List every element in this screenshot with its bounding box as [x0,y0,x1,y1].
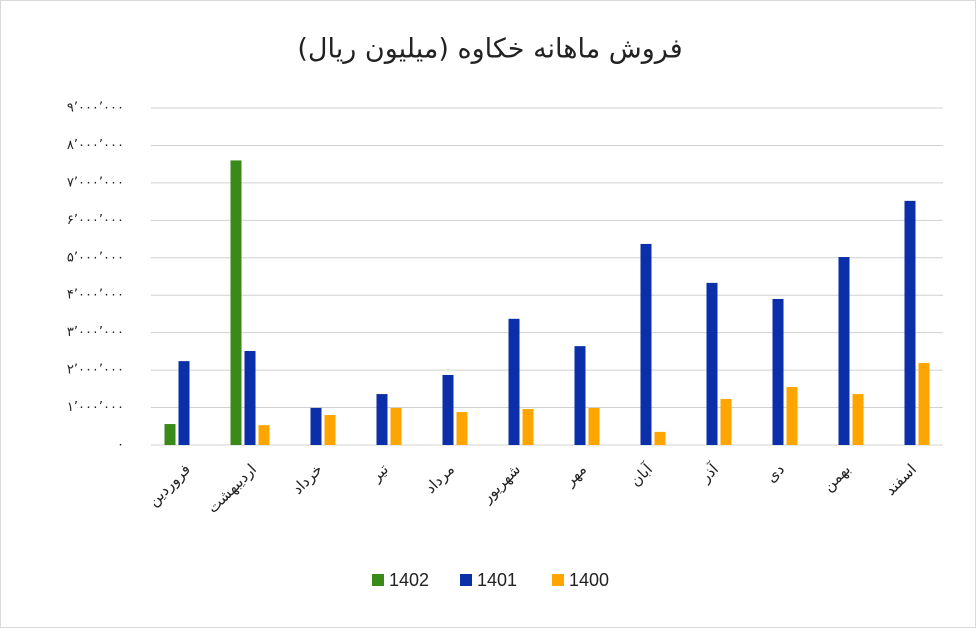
legend-swatch [552,574,564,586]
bar [574,346,586,445]
bar [178,361,190,445]
legend-label: 1400 [569,570,609,590]
bar [772,298,784,445]
bar [852,394,864,445]
bar [376,394,388,445]
y-tick-label: ۰ [117,438,124,453]
bar [508,318,520,445]
legend-label: 1401 [477,570,517,590]
bar [442,374,454,445]
y-tick-label: ۶’۰۰۰’۰۰۰ [67,213,124,228]
bar [706,282,718,445]
bar [654,431,666,445]
y-tick-label: ۷’۰۰۰’۰۰۰ [67,175,124,190]
legend-label: 1402 [389,570,429,590]
bar [720,398,732,445]
bar [390,407,402,445]
bar [230,160,242,445]
legend-swatch [460,574,472,586]
bar [904,200,916,445]
bar [786,386,798,445]
bar [588,407,600,445]
y-tick-label: ۳’۰۰۰’۰۰۰ [67,325,124,340]
y-tick-label: ۸’۰۰۰’۰۰۰ [67,138,124,153]
bar [324,415,336,445]
bar [918,362,930,445]
chart-title: فروش ماهانه خکاوه (میلیون ریال) [297,34,682,65]
y-tick-label: ۱’۰۰۰’۰۰۰ [67,400,124,415]
legend-swatch [372,574,384,586]
y-tick-label: ۹’۰۰۰’۰۰۰ [67,101,124,116]
bar [522,409,534,445]
bar [838,257,850,445]
y-tick-label: ۴’۰۰۰’۰۰۰ [67,288,124,303]
bar [456,412,468,445]
bar [640,243,652,445]
bar [258,425,270,445]
bar [164,424,176,445]
y-tick-label: ۵’۰۰۰’۰۰۰ [67,250,124,265]
bar [310,407,322,445]
bar [244,351,256,445]
y-tick-label: ۲’۰۰۰’۰۰۰ [67,363,124,378]
